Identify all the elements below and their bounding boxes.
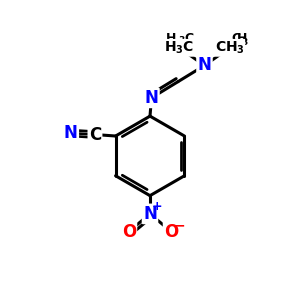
Text: N: N [64,124,78,142]
Text: N: N [143,205,157,223]
Text: O: O [122,223,136,241]
Text: C: C [89,125,101,143]
Text: C: C [231,32,240,46]
Text: $\mathregular{CH_3}$: $\mathregular{CH_3}$ [214,40,244,56]
Text: −: − [173,219,185,233]
Text: 3: 3 [178,36,184,45]
Text: N: N [145,89,158,107]
Text: $\mathregular{H_3C}$: $\mathregular{H_3C}$ [164,40,195,56]
Text: N: N [197,56,212,74]
Text: H: H [166,32,176,46]
Text: H: H [237,32,247,46]
Text: 3: 3 [242,38,248,46]
Text: C: C [185,32,194,46]
Text: +: + [151,200,162,213]
Text: O: O [164,223,178,241]
